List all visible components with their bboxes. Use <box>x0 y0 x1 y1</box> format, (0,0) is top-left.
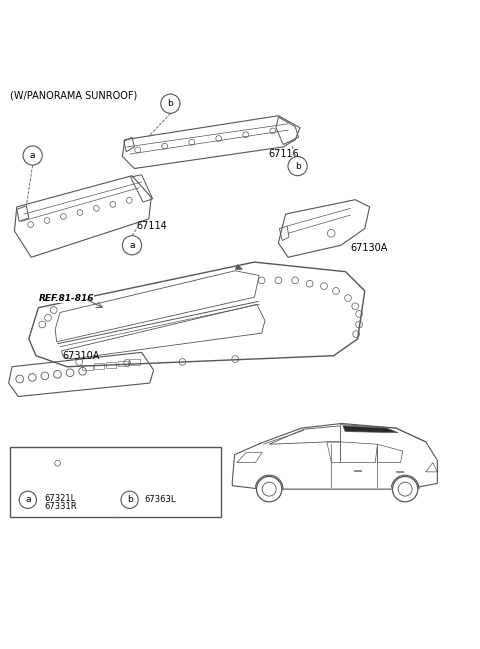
Text: a: a <box>25 495 31 504</box>
Bar <box>130 360 140 365</box>
Bar <box>118 361 128 367</box>
Bar <box>354 470 361 471</box>
Circle shape <box>23 146 42 165</box>
Text: 67321L: 67321L <box>44 494 75 503</box>
Circle shape <box>19 491 36 508</box>
Polygon shape <box>343 426 398 433</box>
Text: REF.81-816: REF.81-816 <box>38 293 94 302</box>
Polygon shape <box>235 265 242 269</box>
Circle shape <box>121 491 138 508</box>
Bar <box>94 363 105 369</box>
Text: a: a <box>129 241 135 250</box>
Bar <box>10 447 221 517</box>
Bar <box>396 471 403 472</box>
Bar <box>82 365 93 371</box>
Circle shape <box>393 476 418 502</box>
Circle shape <box>122 236 142 255</box>
Text: b: b <box>127 495 132 504</box>
Text: 67363L: 67363L <box>144 495 176 504</box>
Circle shape <box>288 156 307 176</box>
Text: 67114: 67114 <box>137 221 168 231</box>
Text: 67331R: 67331R <box>44 502 77 511</box>
Text: a: a <box>30 151 36 160</box>
Circle shape <box>256 476 282 502</box>
Text: b: b <box>295 162 300 171</box>
Text: 67310A: 67310A <box>62 350 100 361</box>
Text: 67116: 67116 <box>269 149 300 159</box>
Text: 67130A: 67130A <box>350 243 388 252</box>
Text: b: b <box>168 99 173 108</box>
Bar <box>106 362 116 368</box>
Text: (W/PANORAMA SUNROOF): (W/PANORAMA SUNROOF) <box>10 90 137 100</box>
Circle shape <box>161 94 180 114</box>
